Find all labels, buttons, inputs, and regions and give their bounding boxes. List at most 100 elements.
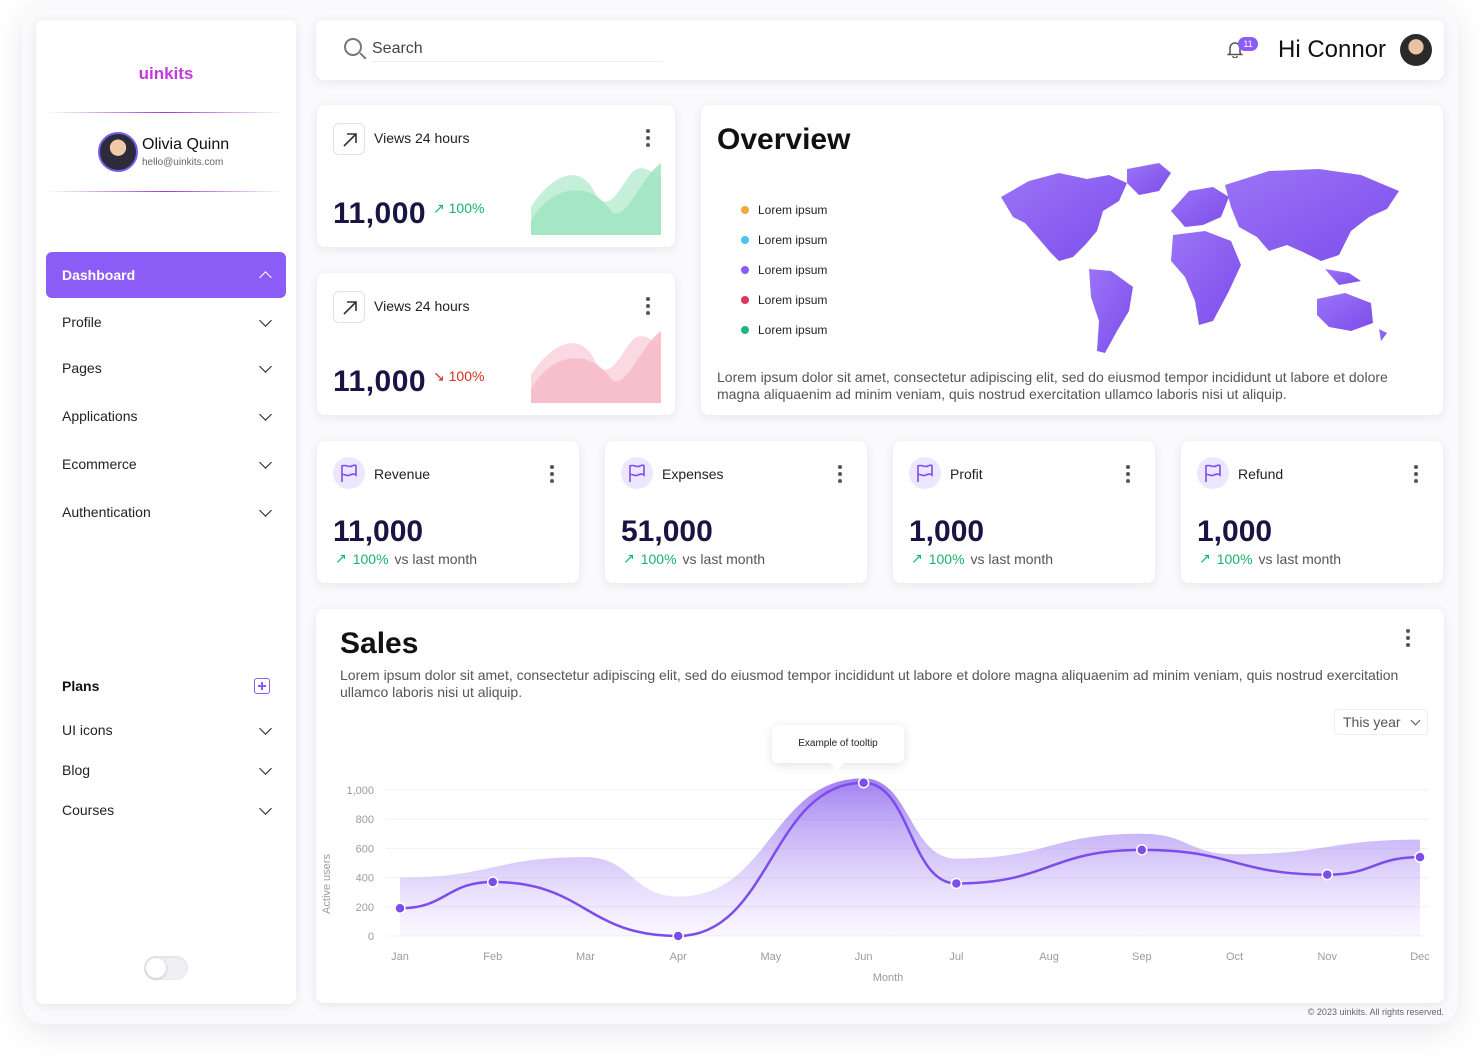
more-icon[interactable] — [646, 129, 650, 147]
search-icon — [344, 38, 362, 56]
delta-note: vs last month — [970, 550, 1054, 567]
data-point — [1414, 851, 1426, 863]
user-profile[interactable]: Olivia Quinn hello@uinkits.com — [98, 132, 229, 172]
legend-dot — [741, 296, 749, 304]
divider — [46, 191, 286, 192]
stat-delta: ↗ 100% vs last month — [335, 550, 477, 567]
legend-label: Lorem ipsum — [758, 323, 828, 337]
area-band — [400, 778, 1420, 936]
user-avatar[interactable] — [1400, 34, 1432, 66]
chevron-down-icon — [259, 801, 272, 815]
nav-label: Profile — [62, 314, 102, 330]
data-point — [672, 930, 684, 942]
data-point — [950, 877, 963, 890]
more-icon[interactable] — [646, 297, 650, 315]
flag-icon — [333, 457, 365, 489]
y-tick-label: 1,000 — [346, 785, 374, 797]
sparkline-pink — [531, 331, 661, 403]
nav-item-applications[interactable]: Applications — [46, 393, 286, 439]
nav-item-blog[interactable]: Blog — [46, 747, 286, 793]
overview-description: Lorem ipsum dolor sit amet, consectetur … — [717, 369, 1388, 402]
x-axis-label: Month — [873, 972, 904, 984]
x-tick-label: Aug — [1039, 951, 1059, 963]
chart-tooltip: Example of tooltip — [772, 725, 904, 763]
data-point — [857, 776, 870, 789]
delta-note: vs last month — [394, 550, 478, 567]
stat-delta: ↗ 100% vs last month — [623, 550, 765, 567]
legend-dot — [741, 206, 749, 214]
y-tick-label: 800 — [356, 814, 374, 826]
nav-item-dashboard[interactable]: Dashboard — [46, 252, 286, 298]
nav-label: UI icons — [62, 722, 113, 738]
trend-up-icon: ↗ — [623, 550, 635, 566]
divider — [46, 112, 286, 113]
nav-item-pages[interactable]: Pages — [46, 345, 286, 391]
stat-card-expenses: Expenses 51,000 ↗ 100% vs last month — [605, 441, 867, 583]
map-legend: Lorem ipsum Lorem ipsum Lorem ipsum Lore… — [741, 195, 827, 345]
nav-label: Courses — [62, 802, 115, 818]
trend-up-icon: ↗ — [911, 550, 923, 566]
data-point — [1321, 868, 1334, 881]
nav-label: Dashboard — [62, 267, 136, 283]
more-icon[interactable] — [1414, 465, 1418, 483]
sales-card: Sales Lorem ipsum dolor sit amet, consec… — [316, 609, 1444, 1003]
chevron-down-icon — [259, 721, 272, 735]
x-tick-label: Mar — [576, 951, 595, 963]
search-input[interactable] — [372, 36, 662, 62]
legend-item: Lorem ipsum — [741, 285, 827, 315]
chevron-down-icon — [259, 455, 272, 469]
y-tick-label: 0 — [368, 931, 374, 943]
bell-icon[interactable] — [1226, 40, 1244, 58]
legend-item: Lorem ipsum — [741, 225, 827, 255]
toggle-knob — [146, 958, 166, 978]
x-tick-label: Feb — [483, 951, 502, 963]
delta-value: 100% — [448, 368, 485, 384]
nav-item-courses[interactable]: Courses — [46, 787, 286, 833]
y-tick-label: 600 — [356, 843, 374, 855]
y-tick-label: 200 — [356, 902, 374, 914]
flag-icon — [621, 457, 653, 489]
add-plan-icon[interactable] — [254, 678, 270, 694]
views-card: Views 24 hours 11,000 ↗ 100% — [317, 105, 675, 247]
nav-item-ecommerce[interactable]: Ecommerce — [46, 441, 286, 487]
theme-toggle[interactable] — [144, 956, 188, 980]
plans-label: Plans — [62, 678, 100, 694]
period-select[interactable]: This year — [1334, 709, 1428, 735]
x-tick-label: May — [761, 951, 782, 963]
views-card: Views 24 hours 11,000 ↘ 100% — [317, 273, 675, 415]
x-tick-label: Oct — [1226, 951, 1243, 963]
stat-value: 51,000 — [621, 515, 713, 548]
nav-item-authentication[interactable]: Authentication — [46, 489, 286, 535]
stat-delta: ↗ 100% vs last month — [1199, 550, 1341, 567]
stat-title: Refund — [1238, 466, 1284, 482]
card-value: 11,000 — [333, 365, 427, 398]
card-title: Views 24 hours — [374, 298, 470, 314]
data-point — [486, 876, 499, 888]
more-icon[interactable] — [550, 465, 554, 483]
world-map — [1001, 163, 1399, 353]
stat-value: 11,000 — [333, 515, 424, 548]
x-tick-label: Dec — [1410, 951, 1430, 963]
avatar — [98, 132, 138, 172]
delta-value: 100% — [448, 200, 485, 216]
legend-label: Lorem ipsum — [758, 203, 828, 217]
overview-title: Overview — [717, 123, 851, 156]
more-icon[interactable] — [1406, 629, 1410, 647]
nav-item-profile[interactable]: Profile — [46, 299, 286, 345]
legend-label: Lorem ipsum — [758, 233, 828, 247]
delta-value: 100% — [928, 550, 965, 567]
logo: uinkits — [138, 64, 194, 83]
more-icon[interactable] — [1126, 465, 1130, 483]
sales-title: Sales — [340, 627, 419, 660]
sidebar: uinkits Olivia Quinn hello@uinkits.com D… — [36, 20, 296, 1004]
stat-card-profit: Profit 1,000 ↗ 100% vs last month — [893, 441, 1155, 583]
stat-card-revenue: Revenue 11,000 ↗ 100% vs last month — [317, 441, 579, 583]
x-tick-label: Jan — [391, 951, 409, 963]
x-tick-label: Jun — [855, 951, 873, 963]
footer-copyright: © 2023 uinkits. All rights reserved. — [1307, 1007, 1444, 1017]
user-name: Olivia Quinn — [142, 136, 230, 153]
delta-note: vs last month — [682, 550, 766, 567]
card-title: Views 24 hours — [374, 130, 470, 146]
more-icon[interactable] — [838, 465, 842, 483]
nav-item-ui-icons[interactable]: UI icons — [46, 707, 286, 753]
